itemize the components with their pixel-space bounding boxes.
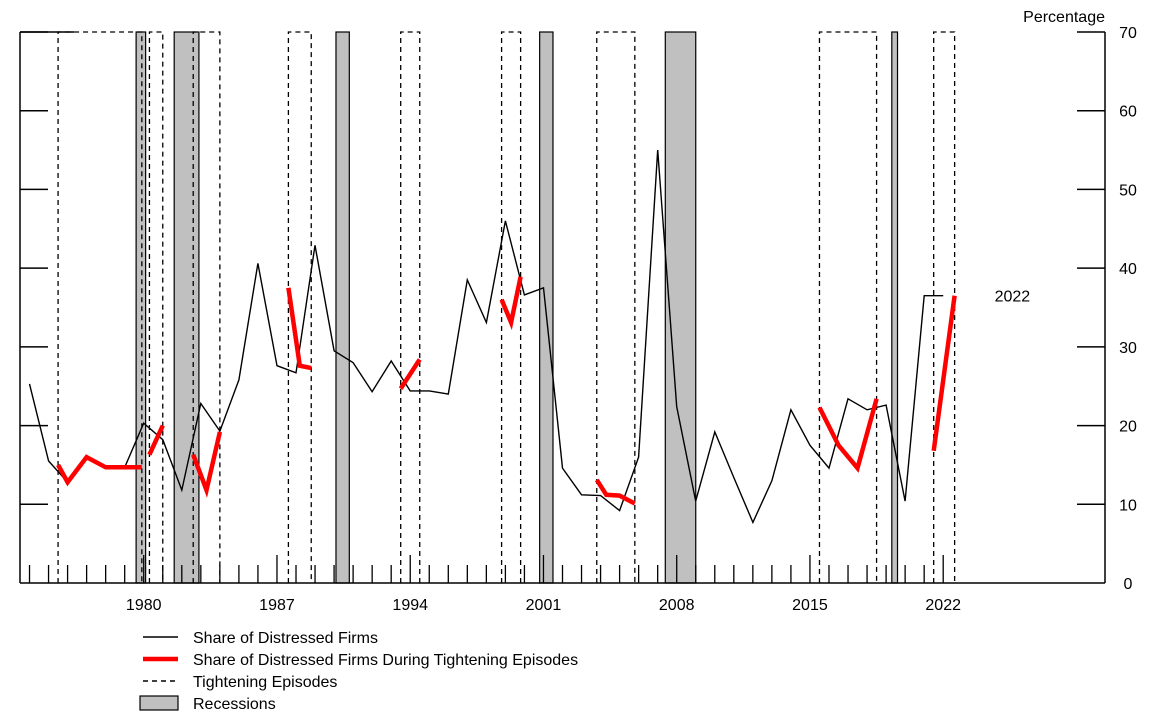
x-tick-label-1994: 1994 xyxy=(392,597,428,614)
recession-band-2 xyxy=(173,31,200,584)
y-tick-label-50: 50 xyxy=(1119,182,1137,199)
annotation-2022: 2022 xyxy=(995,289,1031,306)
series-line-tightening-segment-4 xyxy=(286,287,312,371)
tightening-episode-2 xyxy=(148,31,164,583)
tightening-episode-5 xyxy=(400,31,421,583)
x-tick-label-2008: 2008 xyxy=(659,597,695,614)
series-line-distressed-firms xyxy=(28,150,944,525)
legend-swatch-recessions xyxy=(139,695,179,711)
legend: Share of Distressed Firms Share of Distre… xyxy=(139,630,578,713)
legend-label-3: Tightening Episodes xyxy=(193,674,337,691)
series-line-tightening-segment-5 xyxy=(398,358,422,390)
recession-band-1 xyxy=(135,31,147,584)
x-tick-label-1987: 1987 xyxy=(259,597,295,614)
y-tick-label-30: 30 xyxy=(1119,340,1137,357)
series-line-tightening-segment-6 xyxy=(499,276,523,331)
tightening-episode-8 xyxy=(818,31,878,583)
series-line-tightening-segment-1 xyxy=(56,454,142,487)
tightening-episode-1 xyxy=(57,31,143,583)
x-axis-ticks: 1980 1987 1994 2001 2008 2015 2022 xyxy=(28,555,961,614)
legend-label-2: Share of Distressed Firms During Tighten… xyxy=(193,652,578,669)
series-line-tightening-segment-7 xyxy=(594,478,636,506)
series xyxy=(28,150,957,525)
y-tick-label-10: 10 xyxy=(1119,497,1137,514)
recession-band-6 xyxy=(891,31,899,584)
recession-band-3 xyxy=(335,31,350,584)
series-line-tightening-segment-8 xyxy=(817,398,879,473)
legend-label-1: Share of Distressed Firms xyxy=(193,630,378,647)
y-tick-label-0: 0 xyxy=(1124,576,1133,593)
x-tick-label-1980: 1980 xyxy=(126,597,162,614)
legend-label-4: Recessions xyxy=(193,696,276,713)
recession-band-4 xyxy=(539,31,554,584)
y-tick-label-60: 60 xyxy=(1119,104,1137,121)
series-line-tightening-segment-9 xyxy=(931,295,957,452)
tightening-episode-7 xyxy=(596,31,636,583)
y-axis-label: Percentage xyxy=(1023,9,1105,26)
y-axis-ticks: 0 10 20 30 40 50 60 70 xyxy=(20,25,1137,593)
y-tick-label-70: 70 xyxy=(1119,25,1137,42)
y-tick-label-40: 40 xyxy=(1119,261,1137,278)
series-line-tightening-segment-3 xyxy=(191,431,223,498)
tightening-episode-4 xyxy=(287,31,312,583)
series-line-tightening-segment-2 xyxy=(147,424,165,456)
recession-band-5 xyxy=(664,31,697,584)
x-tick-label-2015: 2015 xyxy=(792,597,828,614)
y-tick-label-20: 20 xyxy=(1119,419,1137,436)
recession-bands xyxy=(135,31,899,584)
tightening-episode-6 xyxy=(500,31,522,583)
x-tick-label-2001: 2001 xyxy=(526,597,562,614)
x-tick-label-2022: 2022 xyxy=(925,597,961,614)
